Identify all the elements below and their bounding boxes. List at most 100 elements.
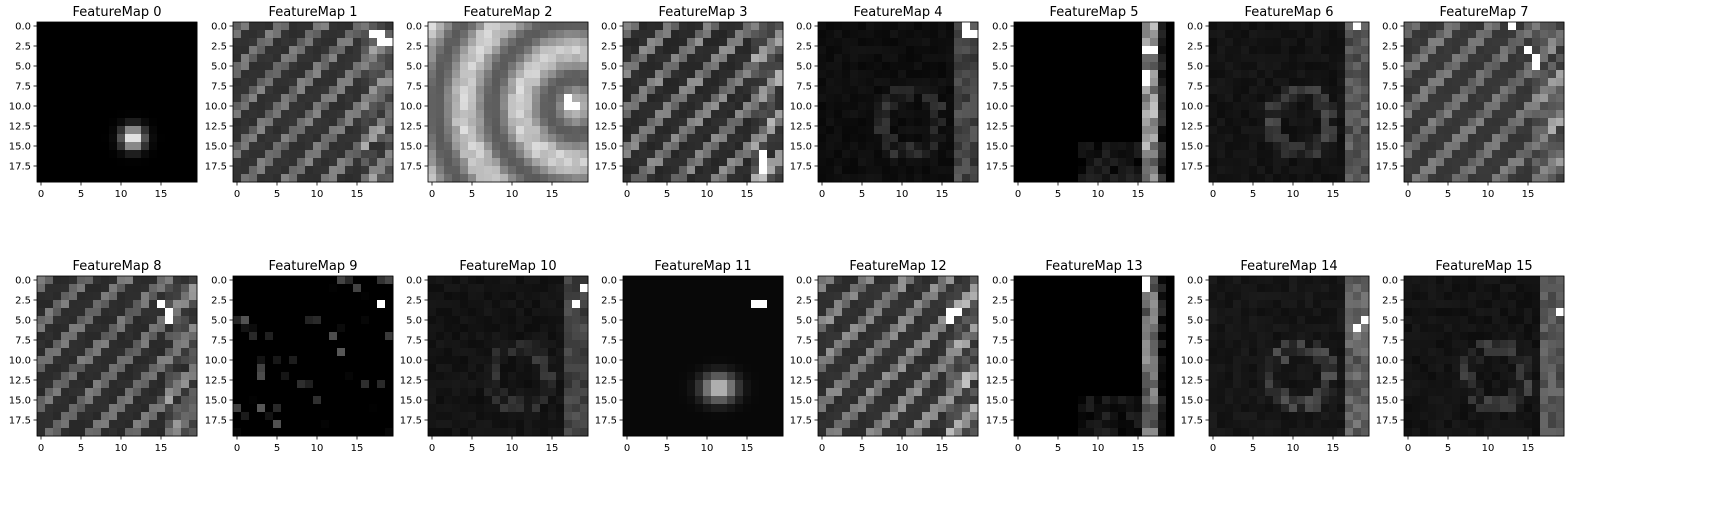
heatmap-cell <box>1516 150 1525 159</box>
heatmap-cell <box>1070 38 1079 47</box>
heatmap-cell <box>703 166 712 175</box>
heatmap-cell <box>1281 174 1290 183</box>
heatmap-cell <box>703 388 712 397</box>
heatmap-cell <box>353 118 362 127</box>
heatmap-cell <box>1476 30 1485 39</box>
heatmap-cell <box>329 142 338 151</box>
heatmap-cell <box>524 372 533 381</box>
heatmap-cell <box>77 428 86 437</box>
heatmap-cell <box>703 150 712 159</box>
heatmap-cell <box>452 174 461 183</box>
heatmap-cell <box>564 158 573 167</box>
heatmap-cell <box>711 284 720 293</box>
heatmap-cell <box>524 142 533 151</box>
heatmap-cell <box>468 300 477 309</box>
y-tick-label: 5.0 <box>601 62 617 73</box>
heatmap-cell <box>1460 86 1469 95</box>
heatmap-cell <box>1233 62 1242 71</box>
heatmap-cell <box>492 284 501 293</box>
heatmap-cell <box>1516 94 1525 103</box>
heatmap-cell <box>671 54 680 63</box>
heatmap-cell <box>564 372 573 381</box>
heatmap-cell <box>1297 62 1306 71</box>
heatmap-cell <box>1241 54 1250 63</box>
heatmap-cell <box>663 78 672 87</box>
heatmap-cell <box>631 284 640 293</box>
heatmap-cell <box>1516 54 1525 63</box>
heatmap-cell <box>516 284 525 293</box>
heatmap-cell <box>85 86 94 95</box>
heatmap-cell <box>727 30 736 39</box>
heatmap-cell <box>1353 94 1362 103</box>
heatmap-cell <box>922 174 931 183</box>
heatmap-cell <box>313 62 322 71</box>
heatmap-cell <box>548 142 557 151</box>
heatmap-cell <box>165 308 174 317</box>
heatmap-cell <box>532 126 541 135</box>
heatmap-cell <box>45 118 54 127</box>
heatmap-cell <box>580 284 589 293</box>
heatmap-cell <box>117 324 126 333</box>
heatmap-cell <box>321 30 330 39</box>
heatmap-cell <box>1516 142 1525 151</box>
heatmap-cell <box>157 388 166 397</box>
heatmap-cell <box>181 332 190 341</box>
heatmap-cell <box>882 46 891 55</box>
heatmap-cell <box>1460 110 1469 119</box>
heatmap-cell <box>540 292 549 301</box>
heatmap-cell <box>1345 142 1354 151</box>
y-tick-label: 0.0 <box>15 22 31 33</box>
heatmap-cell <box>906 118 915 127</box>
heatmap-cell <box>671 134 680 143</box>
heatmap-cell <box>1241 70 1250 79</box>
heatmap-cell <box>165 142 174 151</box>
heatmap-cell <box>1361 22 1370 31</box>
heatmap-cell <box>141 292 150 301</box>
x-tick-label: 0 <box>819 189 825 200</box>
heatmap-cell <box>743 118 752 127</box>
heatmap-cell <box>1158 62 1167 71</box>
heatmap-cell <box>61 134 70 143</box>
heatmap-cell <box>1313 118 1322 127</box>
heatmap-cell <box>249 70 258 79</box>
heatmap-cell <box>1038 134 1047 143</box>
heatmap-cell <box>468 22 477 31</box>
heatmap-cell <box>1126 126 1135 135</box>
heatmap-cell <box>1556 94 1565 103</box>
heatmap-cell <box>556 276 565 285</box>
heatmap-cell <box>1313 86 1322 95</box>
heatmap-cell <box>165 364 174 373</box>
heatmap-cell <box>1313 134 1322 143</box>
heatmap-cell <box>962 134 971 143</box>
y-tick-label: 2.5 <box>211 42 227 53</box>
heatmap-cell <box>647 276 656 285</box>
heatmap-cell <box>564 340 573 349</box>
heatmap-cell <box>719 356 728 365</box>
heatmap-cell <box>687 364 696 373</box>
heatmap-cell <box>1142 38 1151 47</box>
heatmap-cell <box>516 276 525 285</box>
heatmap-cell <box>45 292 54 301</box>
heatmap-cell <box>361 428 370 437</box>
heatmap-cell <box>93 300 102 309</box>
heatmap-cell <box>1500 62 1509 71</box>
heatmap-cell <box>580 332 589 341</box>
heatmap-cell <box>149 388 158 397</box>
heatmap-cell <box>53 388 62 397</box>
heatmap-cell <box>1014 174 1023 183</box>
heatmap-cell <box>663 284 672 293</box>
heatmap-cell <box>452 420 461 429</box>
heatmap-cell <box>767 340 776 349</box>
heatmap-cell <box>767 388 776 397</box>
heatmap-cell <box>623 46 632 55</box>
heatmap-cell <box>305 22 314 31</box>
heatmap-cell <box>954 102 963 111</box>
y-tick-label: 10.0 <box>9 102 31 113</box>
heatmap-cell <box>500 308 509 317</box>
heatmap-cell <box>572 308 581 317</box>
heatmap-cell <box>321 420 330 429</box>
heatmap-cell <box>1046 102 1055 111</box>
heatmap-cell <box>1217 86 1226 95</box>
heatmap-cell <box>133 134 142 143</box>
heatmap-cell <box>1078 134 1087 143</box>
